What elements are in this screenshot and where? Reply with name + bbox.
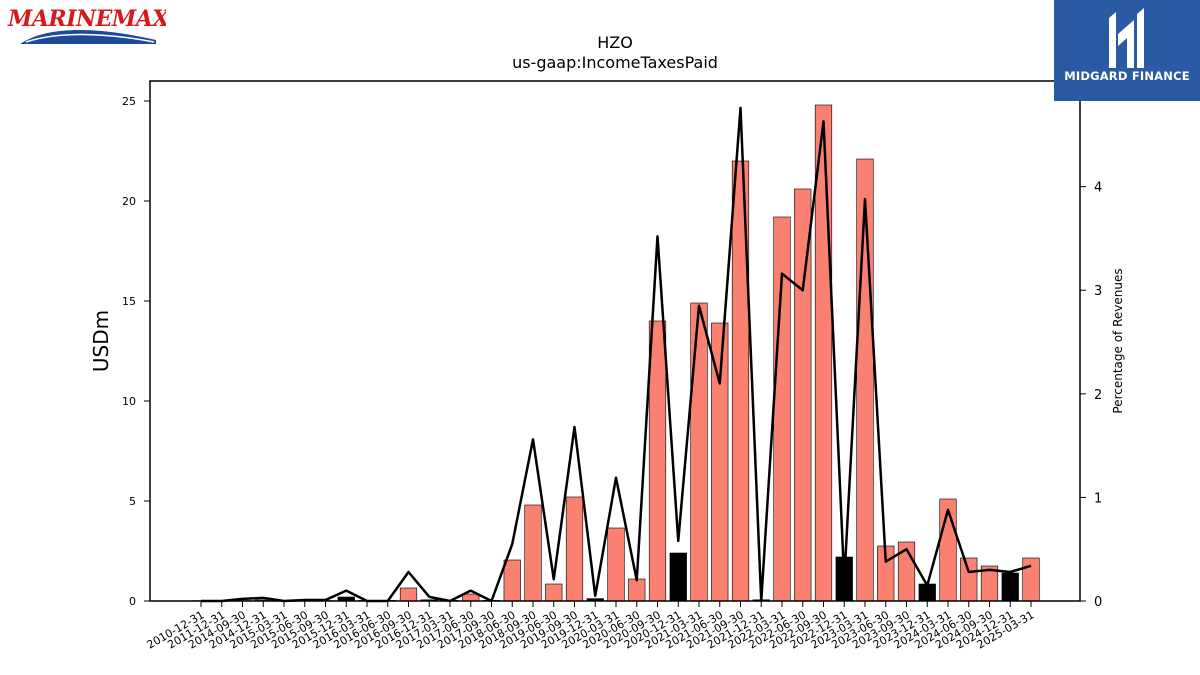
y2-tick-label: 2 xyxy=(1094,388,1102,403)
line-series xyxy=(201,106,1032,603)
bar xyxy=(524,504,542,602)
bar xyxy=(1022,557,1040,602)
y2-axis: 0 1 2 3 4 xyxy=(1080,181,1102,610)
y2-tick-label: 1 xyxy=(1094,491,1102,506)
y-tick-label: 25 xyxy=(122,95,136,108)
chart-subtitle: us-gaap:IncomeTaxesPaid xyxy=(512,53,718,72)
bar xyxy=(669,552,687,602)
y2-tick-label: 3 xyxy=(1094,284,1102,299)
y-tick-label: 15 xyxy=(122,295,136,308)
bar xyxy=(503,559,521,602)
chart-title: HZO xyxy=(597,33,633,52)
bar-series xyxy=(192,104,1040,602)
bar xyxy=(628,578,646,602)
bar xyxy=(1001,572,1019,602)
marinemax-logo-text: MARINEMAX xyxy=(7,6,166,32)
bar xyxy=(462,593,480,602)
y2-tick-label: 4 xyxy=(1094,181,1102,196)
plot-frame xyxy=(149,80,1081,602)
y-tick-label: 10 xyxy=(122,395,136,408)
bar xyxy=(960,557,978,602)
y-axis: 0 5 10 15 20 25 xyxy=(122,95,150,608)
y2-axis-label: Percentage of Revenues xyxy=(1111,268,1125,413)
midgard-monogram-icon xyxy=(1109,8,1144,68)
y-tick-label: 5 xyxy=(129,495,136,508)
bar xyxy=(399,587,418,602)
bar xyxy=(690,302,708,602)
pct-revenue-line xyxy=(201,106,1032,603)
bar xyxy=(814,104,833,602)
bar xyxy=(565,496,584,602)
x-axis: 2010-12-312011-12-312014-09-302014-12-31… xyxy=(145,601,1037,652)
y-tick-label: 20 xyxy=(122,195,136,208)
bar xyxy=(607,527,625,602)
marinemax-logo: MARINEMAX xyxy=(6,4,171,46)
y2-tick-label: 0 xyxy=(1094,595,1102,610)
bar xyxy=(856,158,874,602)
y-tick-label: 0 xyxy=(129,595,136,608)
y-axis-label: USDm xyxy=(89,310,113,372)
bar xyxy=(545,583,563,602)
midgard-logo-text: MIDGARD FINANCE xyxy=(1064,69,1190,83)
midgard-finance-logo: MIDGARD FINANCE xyxy=(1054,0,1200,101)
bar xyxy=(648,320,667,602)
